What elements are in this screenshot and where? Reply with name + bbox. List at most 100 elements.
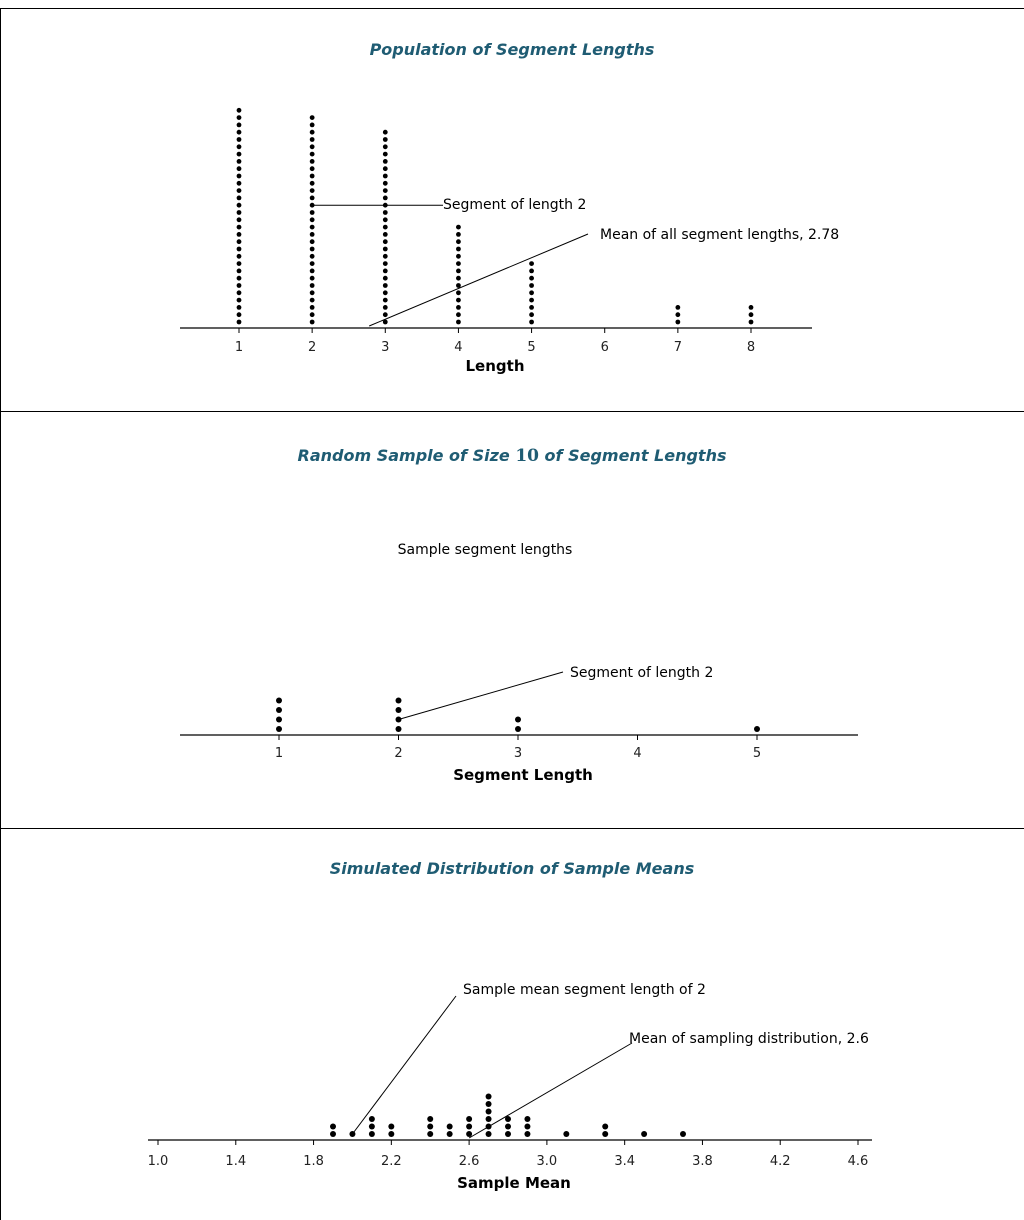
data-dot xyxy=(456,239,461,245)
data-dot xyxy=(395,697,402,704)
data-dot xyxy=(382,261,388,266)
data-dot xyxy=(236,297,242,303)
data-dot xyxy=(466,1116,473,1122)
data-dot xyxy=(368,1116,375,1122)
data-dot xyxy=(675,319,681,325)
data-dot xyxy=(309,195,315,201)
data-dot xyxy=(456,253,461,259)
data-dot xyxy=(309,268,315,274)
data-dot xyxy=(529,312,534,318)
data-dot xyxy=(456,224,461,230)
data-dot xyxy=(427,1123,434,1130)
data-dot xyxy=(456,312,461,318)
x-tick-label: 4 xyxy=(454,340,462,355)
data-dot xyxy=(368,1131,375,1137)
data-dot xyxy=(382,210,388,215)
data-dot xyxy=(382,239,388,245)
x-tick-label: 1.0 xyxy=(148,1154,169,1169)
data-dot xyxy=(529,297,534,303)
data-dot xyxy=(236,122,242,128)
data-dot xyxy=(236,275,242,281)
data-dot xyxy=(309,297,315,303)
data-dot xyxy=(382,312,388,318)
data-dot xyxy=(395,707,402,713)
data-dot xyxy=(382,129,388,135)
data-dot xyxy=(276,716,282,723)
data-dot xyxy=(236,319,242,325)
annotation-label: Sample mean segment length of 2 xyxy=(463,982,706,998)
data-dot xyxy=(382,217,388,223)
data-dot xyxy=(309,290,315,296)
data-dot xyxy=(236,188,242,194)
data-dot xyxy=(456,297,461,303)
x-tick-label: 1 xyxy=(275,746,283,761)
data-dot xyxy=(236,312,242,318)
data-dot xyxy=(382,224,388,230)
data-dot xyxy=(309,319,315,325)
data-dot xyxy=(505,1116,511,1122)
data-dot xyxy=(236,224,242,230)
data-dot xyxy=(485,1108,492,1115)
data-dot xyxy=(309,239,315,245)
data-dot xyxy=(382,144,388,150)
data-dot xyxy=(309,188,315,194)
x-tick-label: 4.6 xyxy=(848,1154,869,1169)
data-dot xyxy=(675,305,681,310)
data-dot xyxy=(309,275,315,281)
data-dot xyxy=(529,290,534,296)
x-axis-title: Sample Mean xyxy=(457,1174,571,1192)
data-dot xyxy=(309,232,315,237)
data-dot xyxy=(382,166,388,172)
data-dot xyxy=(368,1123,375,1130)
data-dot xyxy=(382,290,388,296)
annotation-leader-line xyxy=(468,1042,633,1139)
data-dot xyxy=(330,1123,336,1130)
x-tick-label: 2 xyxy=(308,340,316,355)
data-dot xyxy=(309,115,315,120)
data-dot xyxy=(456,275,461,281)
data-dot xyxy=(309,144,315,150)
data-dot xyxy=(529,275,534,281)
data-dot xyxy=(236,202,242,208)
data-dot xyxy=(236,268,242,274)
data-dot xyxy=(309,180,315,186)
x-tick-label: 3.4 xyxy=(614,1154,635,1169)
data-dot xyxy=(563,1131,570,1137)
data-dot xyxy=(382,268,388,274)
x-tick-label: 5 xyxy=(753,746,761,761)
x-tick-label: 2 xyxy=(394,746,402,761)
data-dot xyxy=(309,224,315,230)
data-dot xyxy=(382,232,388,237)
data-dot xyxy=(309,305,315,310)
data-dot xyxy=(276,697,282,704)
data-dot xyxy=(309,283,315,288)
data-dot xyxy=(236,261,242,266)
x-tick-label: 3 xyxy=(381,340,389,355)
data-dot xyxy=(505,1123,511,1130)
data-dot xyxy=(309,210,315,215)
data-dot xyxy=(382,283,388,288)
annotation-leader-line xyxy=(369,233,589,327)
data-dot xyxy=(236,232,242,237)
data-dot xyxy=(529,305,534,310)
annotation-leader-line xyxy=(398,671,564,720)
data-dot xyxy=(309,129,315,135)
data-dot xyxy=(382,159,388,164)
data-dot xyxy=(236,115,242,120)
data-dot xyxy=(309,217,315,223)
data-dot xyxy=(309,261,315,266)
data-dot xyxy=(236,239,242,245)
data-dot xyxy=(529,268,534,274)
x-tick-label: 8 xyxy=(747,340,755,355)
data-dot xyxy=(309,312,315,318)
x-axis-title: Segment Length xyxy=(453,766,593,784)
annotation-label: Segment of length 2 xyxy=(443,197,586,213)
data-dot xyxy=(382,195,388,201)
data-dot xyxy=(456,268,461,274)
data-dot xyxy=(524,1116,531,1122)
data-dot xyxy=(675,312,681,318)
data-dot xyxy=(382,180,388,186)
data-dot xyxy=(456,261,461,266)
data-dot xyxy=(388,1123,395,1130)
x-tick-label: 1.8 xyxy=(303,1154,324,1169)
